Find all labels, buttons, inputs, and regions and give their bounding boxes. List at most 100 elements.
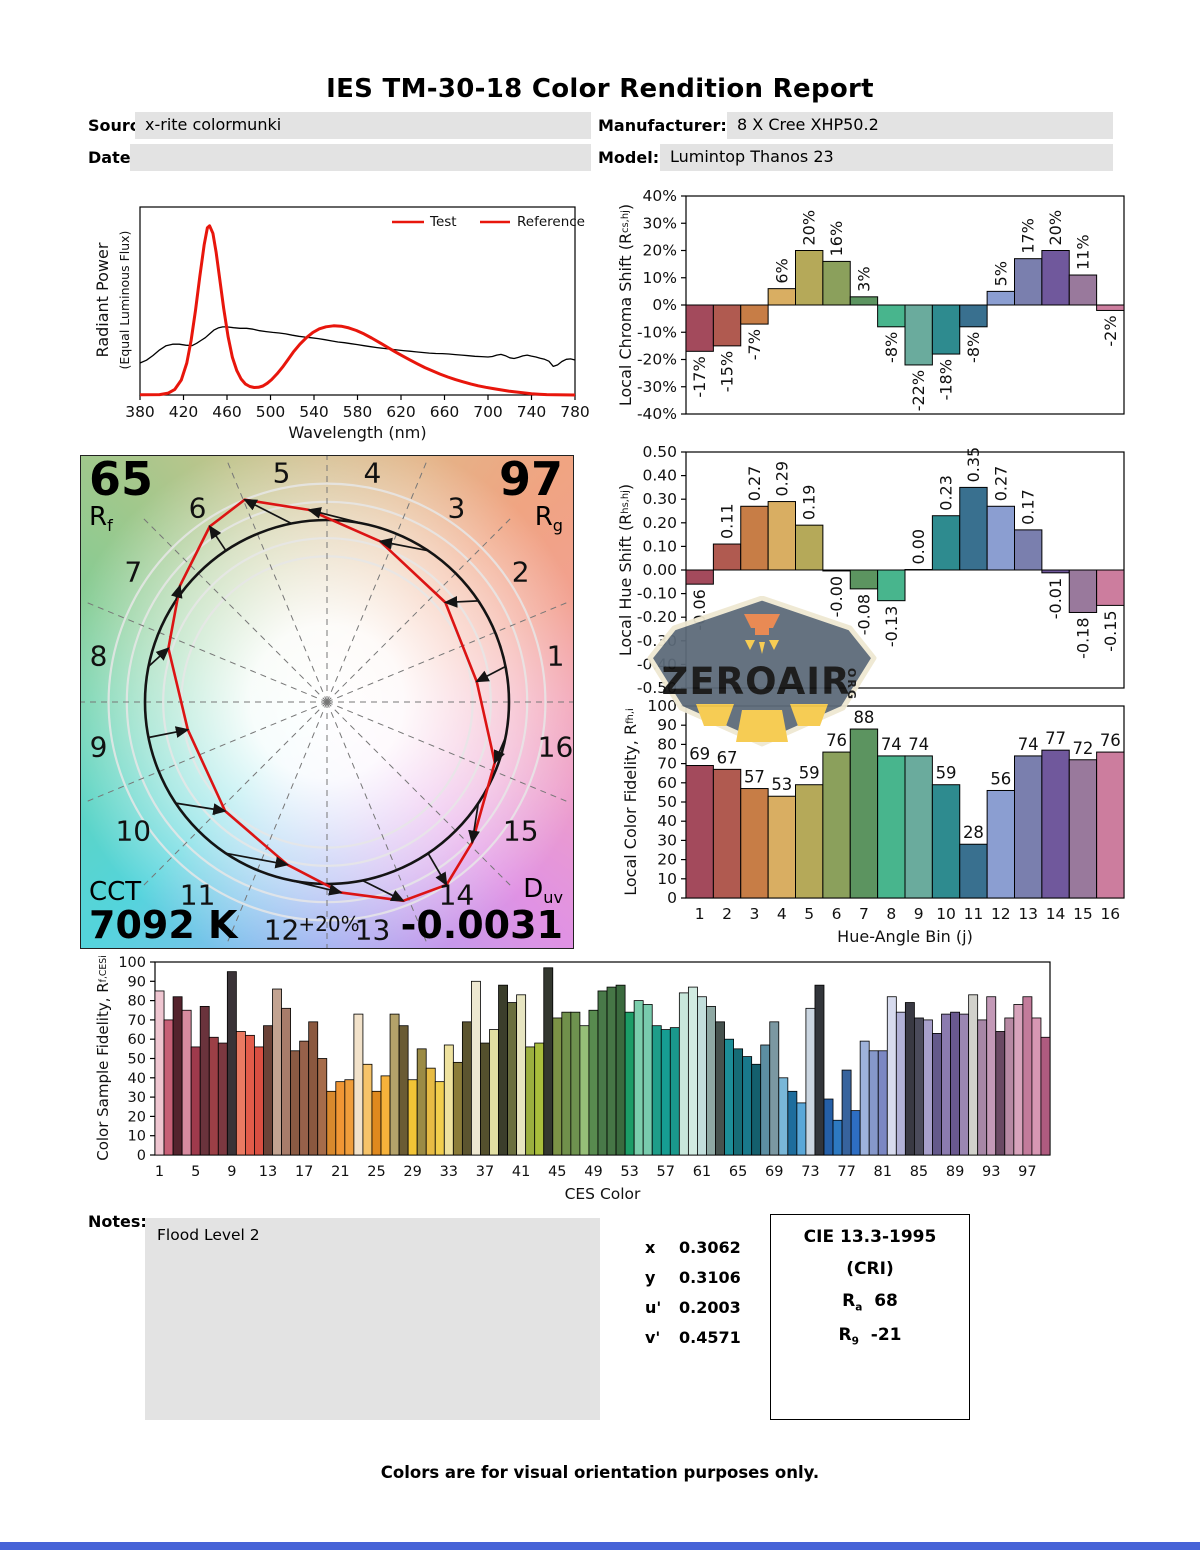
svg-text:6: 6 xyxy=(832,905,842,923)
svg-text:740: 740 xyxy=(517,403,547,421)
svg-text:74: 74 xyxy=(1018,735,1039,754)
svg-text:-0.10: -0.10 xyxy=(637,585,677,603)
svg-text:0.23: 0.23 xyxy=(937,475,956,511)
svg-text:5: 5 xyxy=(273,457,291,490)
cri-title: CIE 13.3-1995 xyxy=(803,1227,937,1247)
svg-text:69: 69 xyxy=(765,1164,783,1180)
svg-text:-20%: -20% xyxy=(637,351,677,369)
svg-text:-8%: -8% xyxy=(964,332,983,363)
hue-shift-chart: 0.500.400.300.200.100.00-0.10-0.20-0.30-… xyxy=(637,443,1125,697)
notes-field: Flood Level 2 xyxy=(145,1218,600,1420)
svg-text:70: 70 xyxy=(657,755,677,773)
cri-box: CIE 13.3-1995 (CRI) Ra 68 R9 -21 xyxy=(770,1214,970,1420)
svg-text:0.27: 0.27 xyxy=(745,466,764,502)
rf-readout: 65 Rf xyxy=(89,452,154,536)
footer-note: Colors are for visual orientation purpos… xyxy=(380,1463,820,1482)
svg-text:80: 80 xyxy=(657,735,677,753)
svg-text:9: 9 xyxy=(914,905,924,923)
svg-text:0.27: 0.27 xyxy=(991,466,1010,502)
svg-text:0.35: 0.35 xyxy=(964,447,983,483)
notes-label: Notes: xyxy=(88,1212,147,1231)
svg-text:3%: 3% xyxy=(854,266,873,291)
svg-text:13: 13 xyxy=(1018,905,1038,923)
svg-text:6: 6 xyxy=(189,491,207,524)
svg-text:11%: 11% xyxy=(1073,234,1092,270)
chroma-shift-chart: 40% 30% 20% 10% 0% -10% -20% -30% -40% -17% -15% -7… xyxy=(637,187,1125,423)
svg-text:0.00: 0.00 xyxy=(642,561,677,579)
svg-text:4: 4 xyxy=(364,457,382,490)
flashlight-icon xyxy=(744,614,780,628)
svg-text:28: 28 xyxy=(963,823,984,842)
beam-center xyxy=(736,710,788,742)
svg-text:14: 14 xyxy=(439,879,475,912)
duv-readout: Duv -0.0031 xyxy=(400,873,563,948)
svg-text:-2%: -2% xyxy=(1101,315,1120,346)
svg-text:88: 88 xyxy=(853,708,874,727)
svg-text:1: 1 xyxy=(695,905,705,923)
local-fidelity-chart: 1009080706050403020100691672573534595766… xyxy=(647,697,1125,946)
svg-text:-18%: -18% xyxy=(937,359,956,400)
svg-text:12: 12 xyxy=(264,913,300,946)
svg-text:5%: 5% xyxy=(991,261,1010,286)
svg-text:8: 8 xyxy=(886,905,896,923)
watermark-org: ORG xyxy=(845,668,858,701)
svg-text:0.17: 0.17 xyxy=(1019,489,1038,525)
svg-text:74: 74 xyxy=(881,735,902,754)
svg-text:10%: 10% xyxy=(643,269,677,287)
svg-text:0.19: 0.19 xyxy=(800,485,819,521)
cri-r9: R9 -21 xyxy=(838,1325,902,1348)
svg-text:460: 460 xyxy=(212,403,242,421)
svg-text:Reference: Reference xyxy=(517,214,585,230)
svg-text:-17%: -17% xyxy=(690,356,709,397)
svg-text:0.29: 0.29 xyxy=(772,461,791,497)
svg-text:-0.18: -0.18 xyxy=(1073,617,1092,658)
svg-text:57: 57 xyxy=(744,768,765,787)
svg-text:49: 49 xyxy=(584,1164,602,1180)
svg-text:660: 660 xyxy=(430,403,460,421)
svg-text:580: 580 xyxy=(343,403,373,421)
svg-text:0: 0 xyxy=(667,889,677,907)
manufacturer-label: Manufacturer: xyxy=(598,116,727,135)
zeroair-badge: ZEROAIR ORG xyxy=(647,596,877,747)
svg-text:60: 60 xyxy=(128,1032,146,1048)
svg-text:380: 380 xyxy=(125,403,155,421)
svg-text:69: 69 xyxy=(689,745,710,764)
svg-text:65: 65 xyxy=(729,1164,747,1180)
svg-text:30: 30 xyxy=(128,1090,146,1106)
spd-ylabel-2: (Equal Luminous Flux) xyxy=(116,230,132,370)
svg-text:0.40: 0.40 xyxy=(642,467,677,485)
svg-text:-22%: -22% xyxy=(909,370,928,411)
svg-text:85: 85 xyxy=(910,1164,928,1180)
svg-text:0.50: 0.50 xyxy=(642,443,677,461)
svg-text:-30%: -30% xyxy=(637,378,677,396)
svg-text:3: 3 xyxy=(750,905,760,923)
svg-text:72: 72 xyxy=(1072,739,1093,758)
hue-ylabel: Local Hue Shift (R hs,hj) xyxy=(615,483,635,657)
page-title: IES TM-30-18 Color Rendition Report xyxy=(326,74,874,104)
svg-text:15: 15 xyxy=(1073,905,1093,923)
svg-text:16%: 16% xyxy=(827,221,846,257)
model-field: Lumintop Thanos 23 xyxy=(660,144,1113,171)
svg-text:7: 7 xyxy=(859,905,869,923)
svg-text:13: 13 xyxy=(259,1164,277,1180)
svg-text:8: 8 xyxy=(90,640,108,673)
svg-text:61: 61 xyxy=(693,1164,711,1180)
svg-text:20%: 20% xyxy=(1046,210,1065,246)
svg-text:3: 3 xyxy=(448,491,466,524)
chromaticity-v: v' 0.4571 xyxy=(645,1328,741,1347)
chromaticity-u: u' 0.2003 xyxy=(645,1298,741,1317)
svg-text:59: 59 xyxy=(936,764,957,783)
svg-text:10: 10 xyxy=(128,1129,146,1145)
svg-text:25: 25 xyxy=(367,1164,385,1180)
svg-text:16: 16 xyxy=(538,730,573,763)
svg-text:420: 420 xyxy=(169,403,199,421)
svg-text:37: 37 xyxy=(476,1164,494,1180)
svg-text:+20%: +20% xyxy=(298,912,359,936)
svg-text:97: 97 xyxy=(1018,1164,1036,1180)
svg-text:74: 74 xyxy=(908,735,929,754)
chroma-ylabel: Local Chroma Shift (R cs,hj) xyxy=(615,203,635,407)
svg-text:-0.13: -0.13 xyxy=(882,606,901,647)
